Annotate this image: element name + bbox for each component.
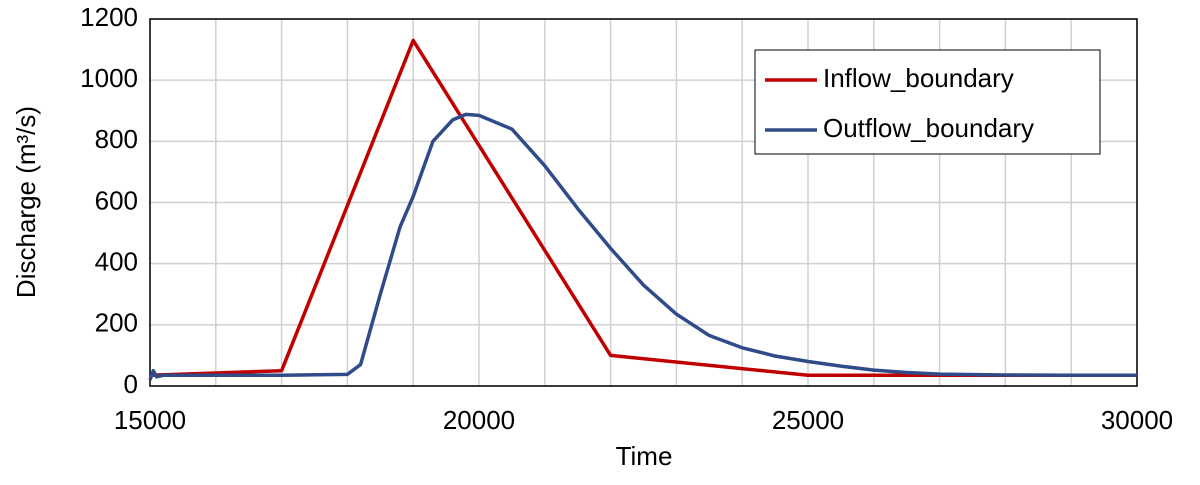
y-tick-label: 200	[95, 308, 138, 338]
y-tick-label: 400	[95, 247, 138, 277]
x-tick-label: 15000	[114, 405, 186, 435]
series-line	[149, 38, 1137, 378]
legend-label: Inflow_boundary	[823, 63, 1014, 93]
x-tick-label: 30000	[1101, 405, 1173, 435]
x-tick-label: 25000	[772, 405, 844, 435]
legend-box	[754, 49, 1101, 155]
y-tick-label: 0	[124, 369, 138, 399]
y-axis-label: Discharge (m³/s)	[11, 106, 41, 298]
x-tick-label: 20000	[443, 405, 515, 435]
y-tick-label: 800	[95, 124, 138, 154]
y-tick-label: 1200	[80, 2, 138, 32]
y-tick-label: 1000	[80, 63, 138, 93]
plot-frame	[149, 18, 1138, 387]
y-tick-label: 600	[95, 185, 138, 215]
series-line	[148, 112, 1137, 381]
legend-label: Outflow_boundary	[823, 113, 1034, 143]
x-axis-label: Time	[616, 441, 673, 471]
